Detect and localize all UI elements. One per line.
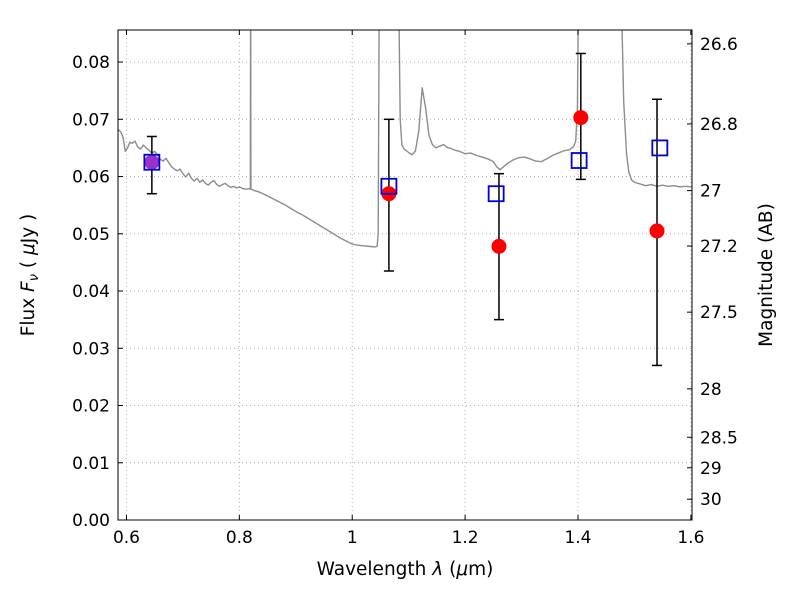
x-tick-label: 0.8: [226, 528, 253, 548]
model-points: [143, 139, 669, 203]
x-tick-label: 1.4: [564, 528, 591, 548]
tick-marks: [118, 30, 692, 521]
y-right-tick-label: 28.5: [700, 428, 738, 448]
y-left-tick-label: 0.02: [72, 397, 110, 417]
model-point: [380, 177, 398, 195]
model-point: [651, 139, 669, 157]
y-left-tick-label: 0.00: [72, 511, 110, 531]
y-left-axis-label: Flux Fν ( μJy ): [18, 214, 42, 337]
observed-point: [573, 110, 589, 126]
y-left-tick-label: 0.08: [72, 53, 110, 73]
y-left-tick-label: 0.04: [72, 282, 110, 302]
x-axis-label: Wavelength λ (μm): [317, 559, 494, 580]
axes-frame: [117, 29, 693, 521]
y-left-tick-label: 0.03: [72, 339, 110, 359]
observed-point: [144, 154, 160, 170]
y-right-tick-label: 30: [700, 490, 722, 510]
model-point: [570, 152, 588, 169]
y-left-tick-label: 0.07: [72, 110, 110, 130]
y-right-axis-label: Magnitude (AB): [756, 203, 777, 347]
y-right-tick-label: 27: [700, 182, 722, 202]
y-left-tick-label: 0.05: [72, 225, 110, 245]
y-right-tick-label: 26.8: [700, 115, 738, 135]
gridlines: [118, 30, 692, 520]
y-right-tick-label: 29: [700, 459, 722, 479]
y-right-tick-label: 28: [700, 380, 722, 400]
spectrum-line: [118, 30, 692, 248]
x-tick-label: 1.6: [677, 528, 704, 548]
y-left-tick-label: 0.01: [72, 454, 110, 474]
x-tick-label: 1: [347, 528, 358, 548]
y-left-tick-label: 0.06: [72, 168, 110, 188]
model-point: [487, 185, 505, 203]
x-tick-label: 1.2: [452, 528, 479, 548]
observed-point: [649, 223, 665, 239]
model-point: [143, 153, 161, 171]
y-right-tick-label: 27.2: [700, 237, 738, 257]
observed-point: [491, 238, 507, 254]
y-right-tick-label: 26.6: [700, 35, 738, 55]
x-tick-label: 0.6: [113, 528, 140, 548]
y-right-tick-label: 27.5: [700, 303, 738, 323]
